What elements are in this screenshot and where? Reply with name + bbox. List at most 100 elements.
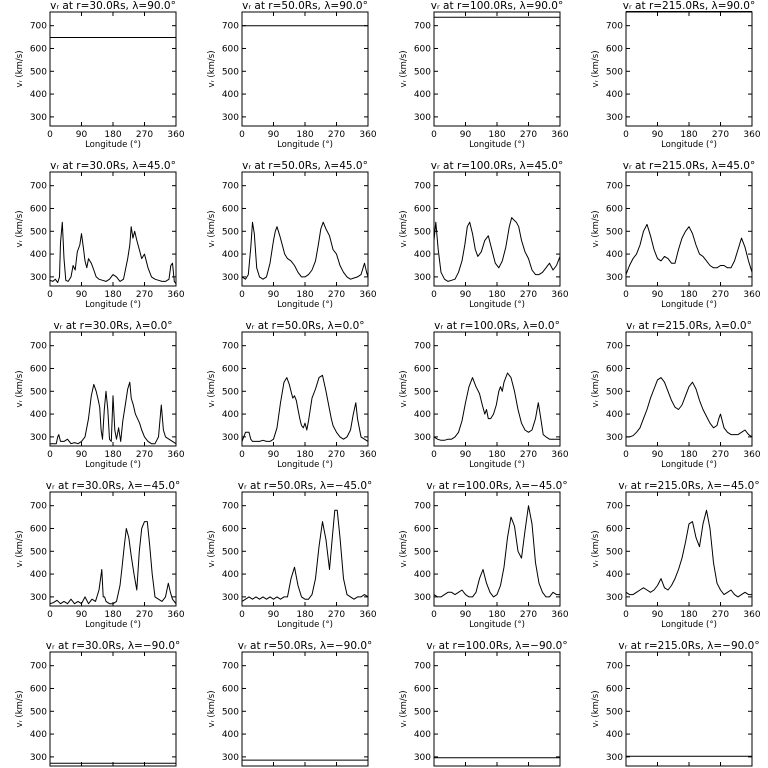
series-line xyxy=(49,521,177,605)
panel-title: vᵣ at r=100.0Rs, λ=−45.0° xyxy=(426,480,567,492)
y-tick-label: 400 xyxy=(414,730,431,740)
panel-title: vᵣ at r=100.0Rs, λ=45.0° xyxy=(431,160,563,172)
y-tick-label: 300 xyxy=(222,433,239,443)
panel-title: vᵣ at r=50.0Rs, λ=90.0° xyxy=(242,0,368,12)
x-tick-label: 360 xyxy=(359,290,376,300)
x-tick-label: 180 xyxy=(104,610,121,620)
y-tick-label: 500 xyxy=(222,387,239,397)
y-axis-label: vᵣ (km/s) xyxy=(207,50,217,87)
x-tick-label: 90 xyxy=(652,290,664,300)
y-tick-label: 300 xyxy=(414,273,431,283)
y-tick-label: 400 xyxy=(414,90,431,100)
plot-frame xyxy=(49,651,177,767)
x-tick-label: 270 xyxy=(712,290,729,300)
x-tick-label: 90 xyxy=(268,130,280,140)
x-tick-label: 90 xyxy=(76,450,88,460)
y-tick-label: 400 xyxy=(222,90,239,100)
panel-title: vᵣ at r=30.0Rs, λ=0.0° xyxy=(53,320,172,332)
x-axis-label: Longitude (°) xyxy=(661,620,717,630)
panel-title: vᵣ at r=215.0Rs, λ=−45.0° xyxy=(618,480,759,492)
y-axis-label: vᵣ (km/s) xyxy=(399,370,409,407)
x-axis-label: Longitude (°) xyxy=(277,620,333,630)
y-tick-label: 300 xyxy=(414,433,431,443)
y-tick-label: 500 xyxy=(222,547,239,557)
x-tick-label: 360 xyxy=(551,610,568,620)
x-tick-label: 0 xyxy=(239,610,245,620)
x-tick-label: 90 xyxy=(460,290,472,300)
x-axis-label: Longitude (°) xyxy=(661,300,717,310)
y-tick-label: 600 xyxy=(414,524,431,534)
x-tick-label: 90 xyxy=(268,450,280,460)
y-tick-label: 300 xyxy=(30,593,47,603)
panel-4-3: vᵣ at r=100.0Rs, λ=−45.0° 0 90 180 270 360 300… xyxy=(399,480,569,630)
x-tick-label: 0 xyxy=(431,610,437,620)
x-tick-label: 270 xyxy=(328,450,345,460)
x-tick-label: 270 xyxy=(520,610,537,620)
x-tick-label: 270 xyxy=(328,610,345,620)
panel-title: vᵣ at r=100.0Rs, λ=0.0° xyxy=(434,320,560,332)
series-line xyxy=(625,509,752,598)
x-tick-label: 270 xyxy=(136,450,153,460)
y-tick-label: 700 xyxy=(222,22,239,32)
x-tick-label: 0 xyxy=(47,610,53,620)
panel-5-4: vᵣ at r=215.0Rs, λ=−90.0°090180270360300… xyxy=(591,640,760,767)
y-tick-label: 400 xyxy=(222,410,239,420)
panel-1-1: vᵣ at r=30.0Rs, λ=90.0° 0 90 180 270 360 300 40… xyxy=(15,0,185,150)
x-tick-label: 180 xyxy=(680,610,697,620)
plot-frame xyxy=(49,491,177,607)
panel-title: vᵣ at r=50.0Rs, λ=−90.0° xyxy=(238,640,373,652)
y-tick-label: 500 xyxy=(606,67,623,77)
y-tick-label: 500 xyxy=(414,227,431,237)
y-tick-label: 300 xyxy=(606,593,623,603)
x-tick-label: 90 xyxy=(460,610,472,620)
y-tick-label: 400 xyxy=(222,570,239,580)
plot-frame xyxy=(241,491,369,607)
y-tick-label: 500 xyxy=(414,707,431,717)
x-tick-label: 270 xyxy=(520,290,537,300)
panel-2-4: vᵣ at r=215.0Rs, λ=45.0° 0 90 180 270 360 300 4… xyxy=(591,160,761,310)
x-tick-label: 0 xyxy=(623,450,629,460)
panel-title: vᵣ at r=215.0Rs, λ=−90.0° xyxy=(618,640,759,652)
series-line xyxy=(433,217,561,282)
x-axis-label: Longitude (°) xyxy=(277,460,333,470)
y-tick-label: 300 xyxy=(606,433,623,443)
y-axis-label: vᵣ (km/s) xyxy=(591,530,601,567)
x-tick-label: 270 xyxy=(520,130,537,140)
panel-4-1: vᵣ at r=30.0Rs, λ=−45.0° 0 90 180 270 360 300 4… xyxy=(15,480,185,630)
y-tick-label: 600 xyxy=(30,44,47,54)
series-line xyxy=(241,221,369,280)
plot-frame xyxy=(625,11,753,127)
y-tick-label: 400 xyxy=(606,90,623,100)
y-tick-label: 300 xyxy=(222,273,239,283)
x-tick-label: 0 xyxy=(431,450,437,460)
y-tick-label: 700 xyxy=(606,662,623,672)
y-tick-label: 400 xyxy=(30,570,47,580)
x-tick-label: 180 xyxy=(296,130,313,140)
y-axis-label: vᵣ (km/s) xyxy=(399,210,409,247)
plot-frame xyxy=(241,331,369,447)
x-tick-label: 0 xyxy=(431,290,437,300)
x-tick-label: 360 xyxy=(167,610,184,620)
series-line xyxy=(49,221,177,284)
x-axis-label: Longitude (°) xyxy=(661,460,717,470)
y-tick-label: 700 xyxy=(30,342,47,352)
y-tick-label: 700 xyxy=(222,182,239,192)
y-tick-label: 600 xyxy=(222,44,239,54)
x-tick-label: 360 xyxy=(551,130,568,140)
x-tick-label: 270 xyxy=(712,130,729,140)
y-tick-label: 600 xyxy=(30,364,47,374)
plot-frame xyxy=(433,331,561,447)
y-tick-label: 700 xyxy=(606,502,623,512)
series-line xyxy=(433,505,560,598)
plot-frame xyxy=(49,331,177,447)
x-tick-label: 0 xyxy=(239,290,245,300)
x-tick-label: 360 xyxy=(167,130,184,140)
y-tick-label: 300 xyxy=(222,753,239,763)
y-tick-label: 600 xyxy=(414,684,431,694)
y-tick-label: 500 xyxy=(606,707,623,717)
x-tick-label: 90 xyxy=(460,450,472,460)
x-axis-label: Longitude (°) xyxy=(85,460,141,470)
y-axis-label: vᵣ (km/s) xyxy=(15,370,25,407)
y-tick-label: 600 xyxy=(30,524,47,534)
y-axis-label: vᵣ (km/s) xyxy=(399,530,409,567)
